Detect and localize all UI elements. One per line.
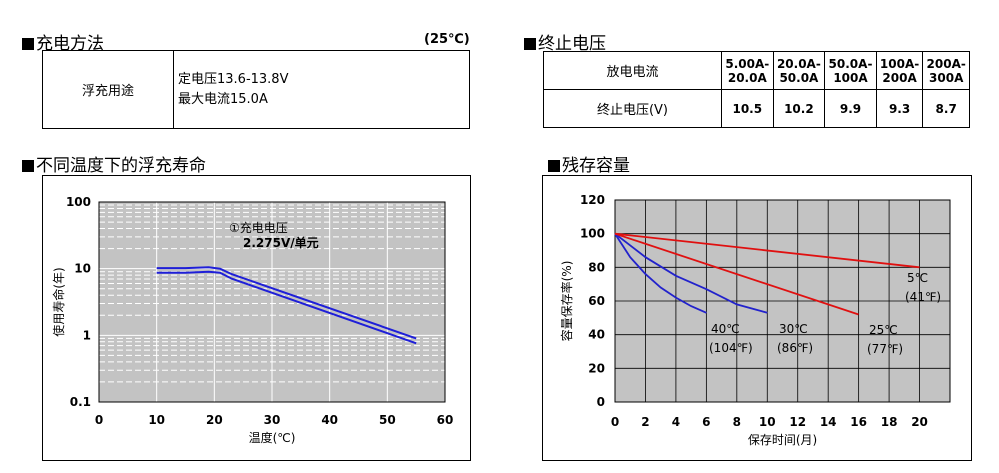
plot-border: [614, 199, 951, 403]
curve-label: (104℉): [709, 341, 753, 355]
retention-heading: 残存容量: [548, 151, 630, 176]
cutoff-voltage-value: 10.5: [721, 89, 774, 128]
x-tick-label: 20: [911, 415, 928, 429]
x-tick-label: 20: [206, 413, 223, 427]
x-tick-label: 60: [437, 413, 454, 427]
x-axis-label: 保存时间(月): [748, 433, 817, 447]
y-tick-label: 20: [588, 361, 605, 375]
retention-curve-4: [614, 232, 920, 269]
square-bullet-icon: [524, 38, 536, 50]
x-tick-label: 6: [702, 415, 710, 429]
float-current-text: 最大电流15.0A: [178, 91, 268, 107]
y-tick-label: 0.1: [70, 395, 91, 409]
y-tick-label: 0: [597, 395, 605, 409]
x-tick-label: 14: [820, 415, 837, 429]
current-range-cell: 50.0A- 100A: [824, 51, 877, 90]
current-range-cell: 5.00A- 20.0A: [721, 51, 774, 90]
cutoff-voltage-heading: 终止电压: [524, 29, 606, 54]
x-tick-label: 30: [264, 413, 281, 427]
cutoff-voltage-value: 8.7: [922, 89, 970, 128]
y-axis-label: 容量保存率(%): [559, 261, 574, 342]
curve-label: (86℉): [777, 341, 813, 355]
cutoff-voltage-title: 终止电压: [538, 34, 606, 54]
square-bullet-icon: [548, 160, 560, 172]
life-curve-2: [156, 270, 417, 345]
curve-label: 30℃: [779, 322, 808, 336]
square-bullet-icon: [22, 160, 34, 172]
retention-chart: 0 2 4 6 8 10 12 14 16 18 20 0 20 40 60 80 100 120 保存时间(月) 容…: [559, 193, 951, 447]
x-tick-label: 50: [379, 413, 396, 427]
curve-label: 25℃: [869, 323, 898, 337]
retention-title: 残存容量: [562, 156, 630, 176]
annotation-line1: ①充电电压: [229, 220, 288, 235]
float-charge-title: 充电方法: [36, 34, 104, 54]
x-tick-label: 0: [95, 413, 103, 427]
current-range-cell: 20.0A- 50.0A: [772, 51, 826, 90]
retention-chart-frame: 0 2 4 6 8 10 12 14 16 18 20 0 20 40 60 80 100 120 保存时间(月) 容…: [542, 175, 972, 461]
life-curve-1: [156, 266, 417, 340]
float-life-heading: 不同温度下的浮充寿命: [22, 151, 206, 176]
x-tick-label: 4: [672, 415, 680, 429]
x-axis-label: 温度(℃): [249, 430, 296, 445]
x-tick-label: 0: [611, 415, 619, 429]
float-usage-label: 浮充用途: [42, 50, 174, 129]
x-tick-label: 18: [881, 415, 898, 429]
y-tick-label: 100: [66, 195, 91, 209]
plot-border: [98, 201, 446, 403]
curve-label: 40℃: [711, 322, 740, 336]
y-tick-label: 1: [83, 328, 91, 342]
y-tick-label: 80: [588, 260, 605, 274]
x-tick-label: 12: [789, 415, 806, 429]
cutoff-voltage-label: 终止电压(V): [543, 89, 722, 128]
curve-label: 5℃: [907, 271, 928, 285]
float-life-title: 不同温度下的浮充寿命: [36, 156, 206, 176]
float-voltage-text: 定电压13.6-13.8V: [178, 71, 289, 87]
y-axis-label: 使用寿命(年): [51, 267, 66, 336]
annotation-line2: 2.275V/单元: [243, 235, 319, 250]
float-usage-spec: 定电压13.6-13.8V 最大电流15.0A: [173, 50, 470, 129]
x-tick-label: 8: [733, 415, 741, 429]
retention-curve-3: [614, 232, 859, 316]
curve-label: (41℉): [905, 290, 941, 304]
cutoff-voltage-value: 9.3: [875, 89, 924, 128]
y-tick-label: 40: [588, 328, 605, 342]
y-tick-label: 10: [74, 262, 91, 276]
float-life-chart: 0 10 20 30 40 50 60 0.1 1 10 100 温度(℃) 使用寿命(年) ①充电电压2…: [51, 195, 454, 445]
curve-label: (77℉): [867, 342, 903, 356]
y-tick-label: 120: [580, 193, 605, 207]
x-tick-label: 10: [148, 413, 165, 427]
y-tick-label: 100: [580, 227, 605, 241]
cutoff-voltage-table: 放电电流 5.00A- 20.0A 20.0A- 50.0A 50.0A- 100A …: [543, 51, 970, 128]
cutoff-voltage-value: 9.9: [824, 89, 877, 128]
float-charge-heading: 充电方法: [22, 29, 104, 54]
x-tick-label: 40: [321, 413, 338, 427]
float-life-chart-frame: 0 10 20 30 40 50 60 0.1 1 10 100 温度(℃) 使用寿命(年) ①充电电压 2…: [42, 175, 471, 461]
discharge-current-label: 放电电流: [543, 51, 722, 90]
current-range-cell: 200A- 300A: [922, 51, 970, 90]
square-bullet-icon: [22, 38, 34, 50]
y-tick-label: 60: [588, 294, 605, 308]
x-tick-label: 2: [641, 415, 649, 429]
cutoff-voltage-value: 10.2: [772, 89, 826, 128]
x-tick-label: 16: [850, 415, 867, 429]
temperature-note: (25℃): [424, 32, 470, 47]
x-tick-label: 10: [759, 415, 776, 429]
retention-curve-1: [614, 233, 707, 314]
retention-curve-2: [614, 232, 768, 314]
current-range-cell: 100A- 200A: [875, 51, 924, 90]
float-charge-table: 浮充用途 定电压13.6-13.8V 最大电流15.0A: [42, 50, 470, 129]
